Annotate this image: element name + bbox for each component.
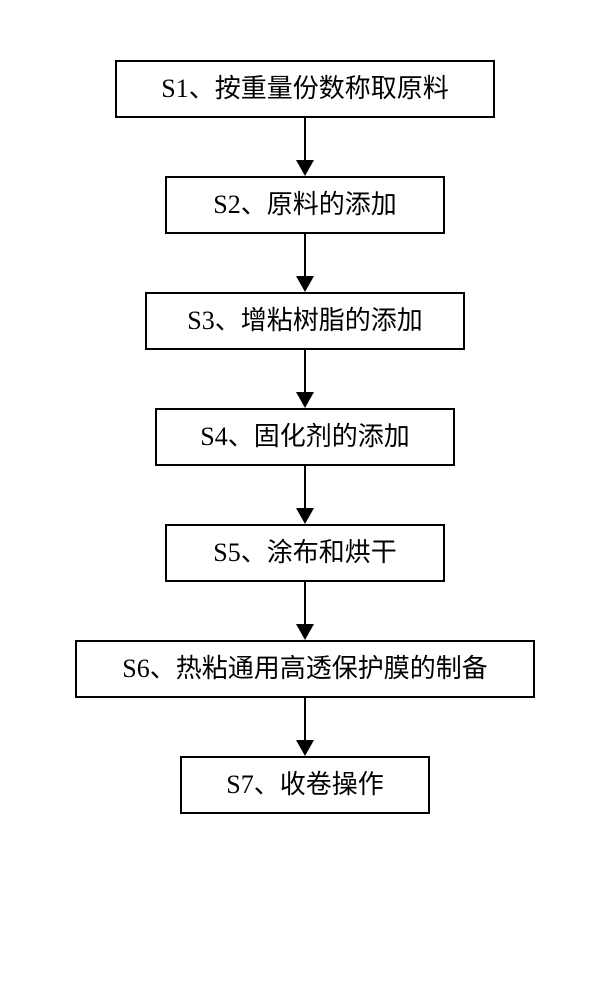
arrow-head-icon — [296, 624, 314, 640]
arrow-head-icon — [296, 160, 314, 176]
arrow-line — [304, 466, 306, 508]
flow-arrow — [296, 118, 314, 176]
flow-arrow — [296, 582, 314, 640]
flow-node-label: S3、增粘树脂的添加 — [187, 304, 422, 338]
arrow-head-icon — [296, 508, 314, 524]
flow-node-label: S7、收卷操作 — [226, 768, 383, 802]
arrow-head-icon — [296, 392, 314, 408]
flow-node-s6: S6、热粘通用高透保护膜的制备 — [75, 640, 535, 698]
flow-node-s3: S3、增粘树脂的添加 — [145, 292, 465, 350]
flow-node-s2: S2、原料的添加 — [165, 176, 445, 234]
arrow-line — [304, 698, 306, 740]
flow-node-label: S5、涂布和烘干 — [213, 536, 396, 570]
flowchart-container: S1、按重量份数称取原料 S2、原料的添加 S3、增粘树脂的添加 S4、固化剂的… — [75, 60, 535, 814]
flow-node-s5: S5、涂布和烘干 — [165, 524, 445, 582]
arrow-line — [304, 234, 306, 276]
flow-node-label: S2、原料的添加 — [213, 188, 396, 222]
flow-node-s1: S1、按重量份数称取原料 — [115, 60, 495, 118]
flow-node-label: S4、固化剂的添加 — [200, 420, 409, 454]
flow-node-label: S1、按重量份数称取原料 — [161, 72, 448, 106]
flow-arrow — [296, 350, 314, 408]
flow-arrow — [296, 698, 314, 756]
arrow-line — [304, 582, 306, 624]
flow-node-label: S6、热粘通用高透保护膜的制备 — [122, 652, 487, 686]
arrow-line — [304, 118, 306, 160]
arrow-head-icon — [296, 276, 314, 292]
arrow-head-icon — [296, 740, 314, 756]
flow-node-s4: S4、固化剂的添加 — [155, 408, 455, 466]
arrow-line — [304, 350, 306, 392]
flow-arrow — [296, 234, 314, 292]
flow-arrow — [296, 466, 314, 524]
flow-node-s7: S7、收卷操作 — [180, 756, 430, 814]
